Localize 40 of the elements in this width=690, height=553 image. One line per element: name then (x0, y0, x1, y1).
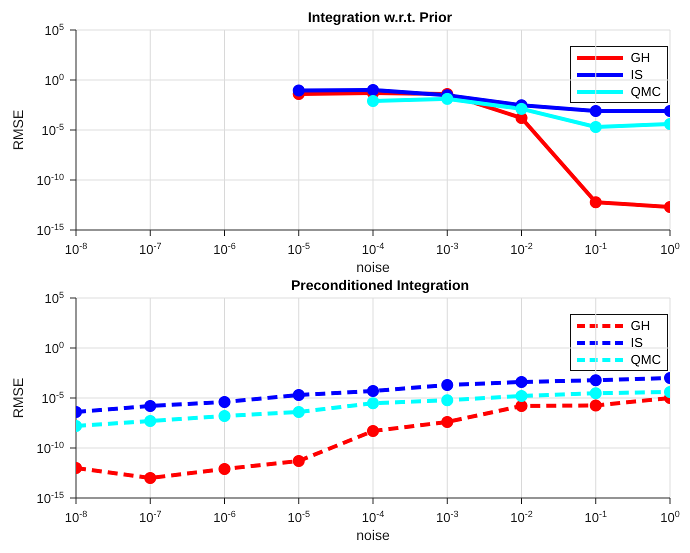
y-tick-label: 10$^{-5}$ (42, 122, 64, 138)
x-tick-label: 10$^{-6}$ (213, 509, 236, 525)
x-tick-label: 10$^{-5}$ (288, 241, 310, 257)
x-tick-label: 10$^{-6}$ (213, 241, 236, 257)
legend-label: IS (630, 335, 643, 350)
legend-label: IS (630, 67, 643, 82)
x-tick-label: 10$^{-5}$ (288, 509, 310, 525)
x-tick-label: 10$^{-2}$ (510, 509, 533, 525)
y-tick-label: 10$^{5}$ (44, 22, 64, 38)
legend-label: QMC (630, 352, 661, 367)
x-tick-label: 10$^{-8}$ (64, 241, 88, 257)
y-tick-label: 10$^{-10}$ (36, 440, 64, 456)
legend-label: GH (630, 318, 650, 333)
x-tick-label: 10$^{-2}$ (510, 241, 533, 257)
x-tick-label: 10$^{-3}$ (436, 509, 458, 525)
x-tick-label: 10$^{-4}$ (362, 509, 384, 525)
chart-title: Integration w.r.t. Prior (308, 9, 453, 25)
y-tick-label: 10$^{-15}$ (36, 222, 64, 238)
y-axis-title: RMSE (10, 378, 26, 418)
chart-title: Preconditioned Integration (290, 277, 470, 293)
y-tick-label: 10$^{0}$ (44, 340, 64, 356)
x-tick-label: 10$^{0}$ (660, 241, 680, 257)
legend-label: QMC (630, 84, 661, 99)
y-axis-title: RMSE (10, 110, 26, 150)
x-axis-title: noise (356, 527, 390, 543)
x-tick-label: 10$^{-1}$ (584, 509, 607, 525)
x-tick-label: 10$^{-4}$ (362, 241, 384, 257)
y-tick-label: 10$^{5}$ (44, 290, 64, 306)
x-tick-label: 10$^{-7}$ (139, 241, 162, 257)
x-tick-label: 10$^{-7}$ (139, 509, 162, 525)
x-axis-title: noise (356, 259, 390, 275)
y-tick-label: 10$^{-5}$ (42, 390, 64, 406)
x-tick-label: 10$^{-1}$ (584, 241, 607, 257)
x-tick-label: 10$^{-3}$ (436, 241, 458, 257)
y-tick-label: 10$^{0}$ (44, 72, 64, 88)
x-tick-label: 10$^{0}$ (660, 509, 680, 525)
y-tick-label: 10$^{-15}$ (36, 490, 64, 506)
x-tick-label: 10$^{-8}$ (64, 509, 88, 525)
y-tick-label: 10$^{-10}$ (36, 172, 64, 188)
legend-label: GH (630, 50, 650, 65)
